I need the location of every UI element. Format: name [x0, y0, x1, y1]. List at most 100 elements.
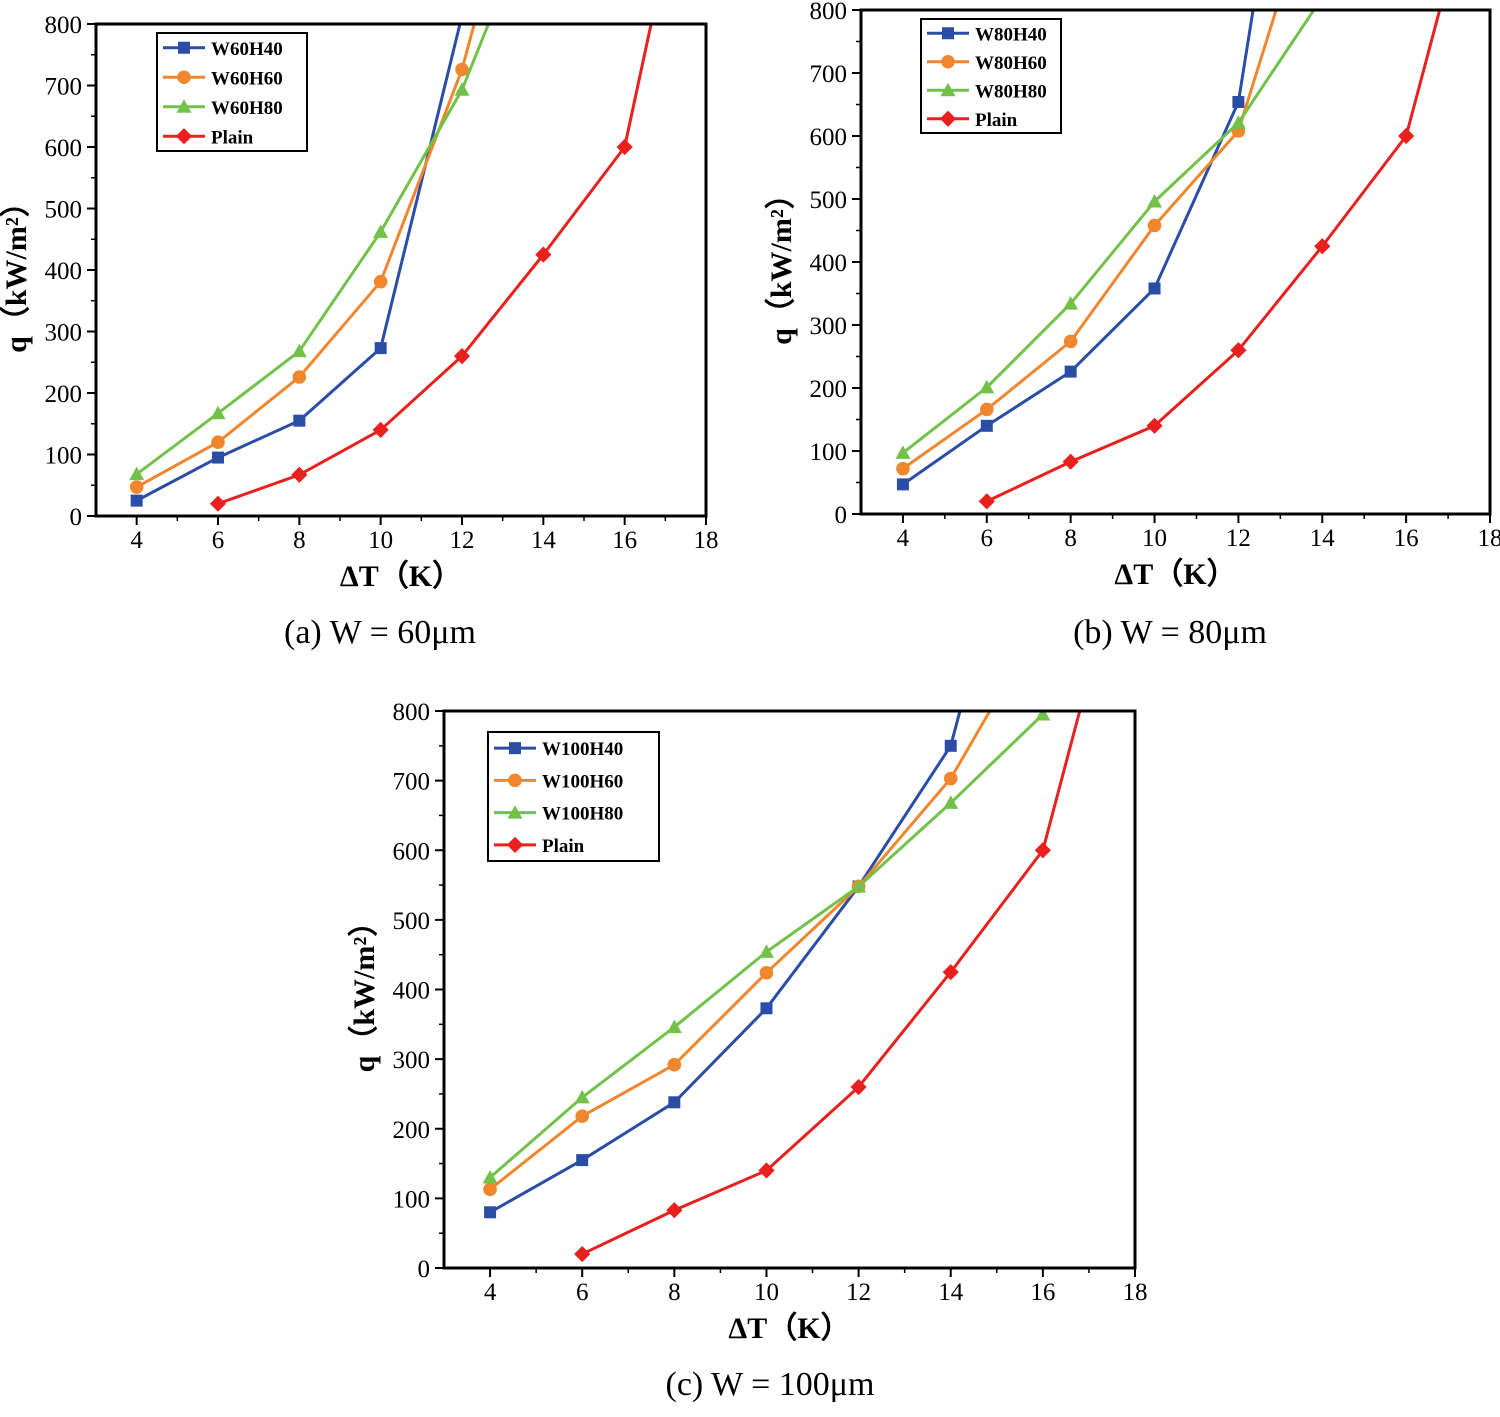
data-point-W80H40 [1232, 95, 1245, 108]
data-point-W60H80 [291, 343, 307, 358]
legend-label-Plain: Plain [975, 110, 1018, 131]
x-tick-label: 10 [368, 527, 393, 554]
y-tick-label: 400 [45, 258, 83, 285]
data-point-Plain [758, 1162, 775, 1179]
x-tick-label: 4 [484, 1279, 497, 1306]
data-point-Plain [574, 1245, 591, 1263]
data-point-Plain [1398, 127, 1415, 145]
plot-frame [859, 8, 1492, 516]
data-point-W80H80 [979, 379, 995, 394]
data-point-W60H40 [212, 451, 224, 464]
data-point-Plain [209, 495, 227, 512]
y-tick-label: 100 [393, 1186, 431, 1213]
x-tick-label: 14 [1310, 525, 1336, 552]
data-point-W60H60 [455, 62, 469, 77]
chart-panel-2: 4 6 8 10 12 14 16 18 0 100 200 300 400 500 600 700 800 W8… [764, 0, 1500, 651]
x-tick-label: 10 [1142, 525, 1167, 552]
series-W60H40 [130, 24, 462, 507]
data-point-W80H40 [1064, 365, 1077, 378]
data-point-W100H40 [576, 1154, 589, 1167]
x-axis-title: ΔT（K） [728, 1311, 850, 1345]
data-point-W100H60 [575, 1109, 589, 1124]
data-point-W80H80 [1230, 115, 1246, 129]
legend-label-W80H60: W80H60 [975, 53, 1047, 74]
data-point-Plain [453, 348, 471, 365]
series-line-W60H80 [135, 24, 490, 476]
data-point-W60H80 [210, 405, 226, 420]
y-axis-title: q（kW/m²） [347, 907, 381, 1073]
legend-label-W60H40: W60H40 [211, 39, 283, 60]
legend-marker-W60H40 [178, 41, 190, 54]
series-line-W80H80 [902, 10, 1316, 455]
series-Plain [209, 24, 653, 512]
legend-marker-W60H60 [177, 70, 191, 85]
data-point-W100H60 [667, 1057, 682, 1072]
y-tick-label: 400 [393, 978, 431, 1005]
legend-label-W100H80: W100H80 [542, 804, 623, 825]
y-tick-label: 300 [810, 313, 848, 340]
legend-marker-W80H60 [941, 54, 955, 69]
data-point-W80H80 [895, 445, 911, 459]
y-tick-label: 800 [810, 0, 848, 25]
data-point-W60H60 [129, 480, 144, 494]
data-point-W60H80 [129, 466, 145, 481]
y-tick-label: 700 [45, 74, 83, 101]
legend-marker-W100H40 [509, 742, 521, 755]
legend-label-W60H80: W60H80 [211, 98, 283, 119]
y-tick-label: 300 [45, 320, 83, 347]
data-point-W60H40 [293, 414, 306, 427]
plot-frame [442, 709, 1137, 1270]
data-point-W80H40 [896, 478, 909, 491]
data-point-W60H60 [373, 274, 388, 289]
chart-panel-1: 4 6 8 10 12 14 16 18 0 100 200 300 400 500 600 700 800 W6… [0, 12, 719, 651]
series-line-W60H60 [135, 24, 476, 489]
data-point-W60H80 [454, 82, 470, 96]
legend-marker-W80H40 [942, 27, 954, 40]
data-point-Plain [942, 963, 959, 981]
y-tick-label: 600 [810, 124, 848, 151]
legend-marker-W60H80 [176, 99, 192, 113]
data-point-Plain [850, 1078, 867, 1096]
series-W100H80 [482, 711, 1051, 1184]
legend-label-W60H60: W60H60 [211, 68, 283, 89]
x-tick-label: 6 [981, 525, 994, 552]
x-tick-label: 14 [938, 1279, 964, 1306]
data-point-W80H60 [1147, 218, 1162, 233]
y-tick-label: 500 [45, 197, 83, 224]
data-point-Plain [1146, 417, 1163, 434]
data-point-W100H40 [484, 1206, 497, 1219]
legend-label-Plain: Plain [542, 836, 585, 857]
y-tick-label: 600 [393, 838, 431, 865]
legend-marker-Plain [506, 836, 524, 853]
y-tick-label: 200 [393, 1117, 431, 1144]
data-point-W100H80 [666, 1019, 682, 1034]
data-point-W60H40 [374, 342, 387, 355]
y-axis-title: q（kW/m²） [0, 187, 33, 353]
series-W80H40 [896, 10, 1255, 491]
series-W60H80 [129, 24, 490, 481]
legend: W80H40 W80H60 W80H80 Plain [920, 18, 1062, 134]
legend-label-W80H40: W80H40 [975, 24, 1047, 45]
x-tick-label: 10 [754, 1279, 779, 1306]
data-point-Plain [666, 1202, 683, 1219]
x-tick-label: 6 [212, 527, 225, 554]
y-tick-label: 100 [810, 439, 848, 466]
legend-label-Plain: Plain [211, 127, 254, 148]
y-tick-label: 400 [810, 250, 848, 277]
y-tick-label: 0 [418, 1256, 431, 1283]
data-point-Plain [616, 138, 633, 156]
y-tick-label: 200 [45, 381, 83, 408]
data-point-W80H60 [896, 461, 910, 476]
data-point-W100H80 [943, 795, 959, 809]
x-axis-title: ΔT（K） [1114, 557, 1236, 591]
x-tick-label: 4 [897, 525, 910, 552]
y-tick-label: 800 [393, 699, 431, 726]
y-tick-label: 0 [835, 502, 848, 529]
y-tick-label: 700 [810, 61, 848, 88]
legend-label-W80H80: W80H80 [975, 81, 1047, 102]
y-tick-label: 500 [393, 908, 431, 935]
series-Plain [574, 711, 1082, 1263]
x-axis-title: ΔT（K） [340, 559, 462, 593]
data-point-W100H80 [851, 878, 867, 893]
x-tick-label: 16 [612, 527, 637, 554]
